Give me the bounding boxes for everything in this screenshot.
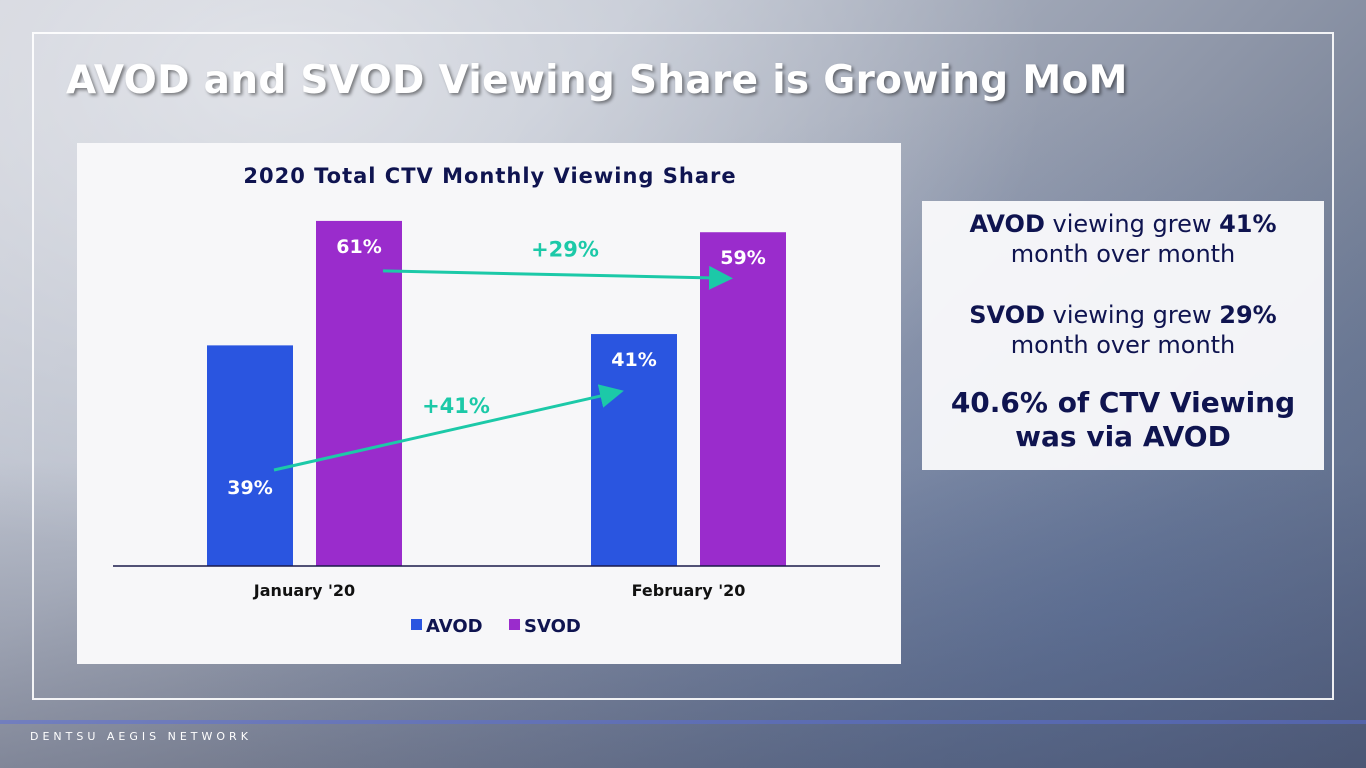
slide-frame <box>32 32 1334 700</box>
bar-avod-1 <box>591 334 677 566</box>
bar-svod-1 <box>700 232 786 566</box>
info-text: viewing grew <box>1044 210 1220 238</box>
data-label: 61% <box>336 236 381 258</box>
growth-arrow <box>382 265 733 290</box>
svod-growth: 29% <box>1219 301 1277 329</box>
growth-annotation: +29% <box>531 238 599 262</box>
svod-label: SVOD <box>969 301 1046 329</box>
decorative-stripe <box>0 720 1366 724</box>
slide-title: AVOD and SVOD Viewing Share is Growing M… <box>66 58 1128 103</box>
data-label: 59% <box>720 247 765 269</box>
info-text: month over month <box>1010 240 1236 268</box>
chart-title: 2020 Total CTV Monthly Viewing Share <box>243 164 736 188</box>
info-text: viewing grew <box>1045 301 1220 329</box>
bar-svod-0 <box>316 220 402 566</box>
legend-swatch-avod <box>411 619 422 630</box>
legend-label: SVOD <box>524 616 581 637</box>
x-tick-label: February '20 <box>632 581 746 600</box>
x-tick-label: January '20 <box>253 581 355 600</box>
growth-annotation: +41% <box>422 394 490 418</box>
data-label: 41% <box>611 349 656 371</box>
legend-swatch-svod <box>509 619 520 630</box>
avod-share-text: was via AVOD <box>1015 420 1231 453</box>
avod-growth: 41% <box>1219 210 1277 238</box>
info-box: AVOD viewing grew 41% month over month S… <box>922 201 1324 470</box>
footer-brand: DENTSU AEGIS NETWORK <box>30 730 252 743</box>
avod-share-text: 40.6% of CTV Viewing <box>950 386 1296 419</box>
legend-label: AVOD <box>426 616 483 637</box>
info-text: month over month <box>1010 331 1236 359</box>
bar-avod-0 <box>207 345 293 566</box>
data-label: 39% <box>227 477 272 499</box>
avod-label: AVOD <box>969 210 1045 238</box>
growth-arrow <box>273 384 624 472</box>
